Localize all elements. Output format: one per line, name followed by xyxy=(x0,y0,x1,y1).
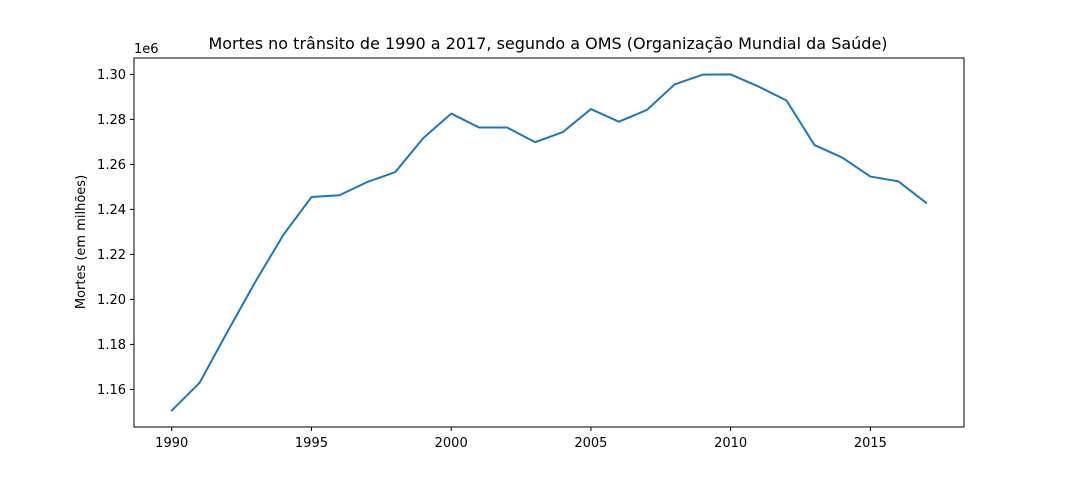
x-tick-label: 1990 xyxy=(155,436,188,451)
y-tick-label: 1.22 xyxy=(97,248,126,263)
x-tick-label: 2015 xyxy=(854,436,887,451)
x-tick-label: 2000 xyxy=(435,436,468,451)
y-offset-label: 1e6 xyxy=(134,42,159,57)
y-tick-label: 1.16 xyxy=(97,383,126,398)
y-tick-label: 1.30 xyxy=(97,68,126,83)
y-axis-ticks: 1.16 1.18 1.20 1.22 1.24 1.26 1.28 1.30 xyxy=(97,68,134,398)
y-tick-label: 1.20 xyxy=(97,293,126,308)
x-tick-label: 2005 xyxy=(574,436,607,451)
plot-area-frame xyxy=(133,57,965,428)
y-tick-label: 1.18 xyxy=(97,338,126,353)
y-tick-label: 1.26 xyxy=(97,158,126,173)
x-tick-label: 2010 xyxy=(714,436,747,451)
series-group xyxy=(170,73,928,412)
y-tick-label: 1.28 xyxy=(97,113,126,128)
y-tick-label: 1.24 xyxy=(97,203,126,218)
chart-title: Mortes no trânsito de 1990 a 2017, segun… xyxy=(208,34,887,53)
y-axis-label: Mortes (em milhões) xyxy=(74,175,89,309)
x-tick-label: 1995 xyxy=(295,436,328,451)
x-axis-ticks: 1990 1995 2000 2005 2010 2015 xyxy=(155,427,887,451)
series-line xyxy=(170,73,928,412)
